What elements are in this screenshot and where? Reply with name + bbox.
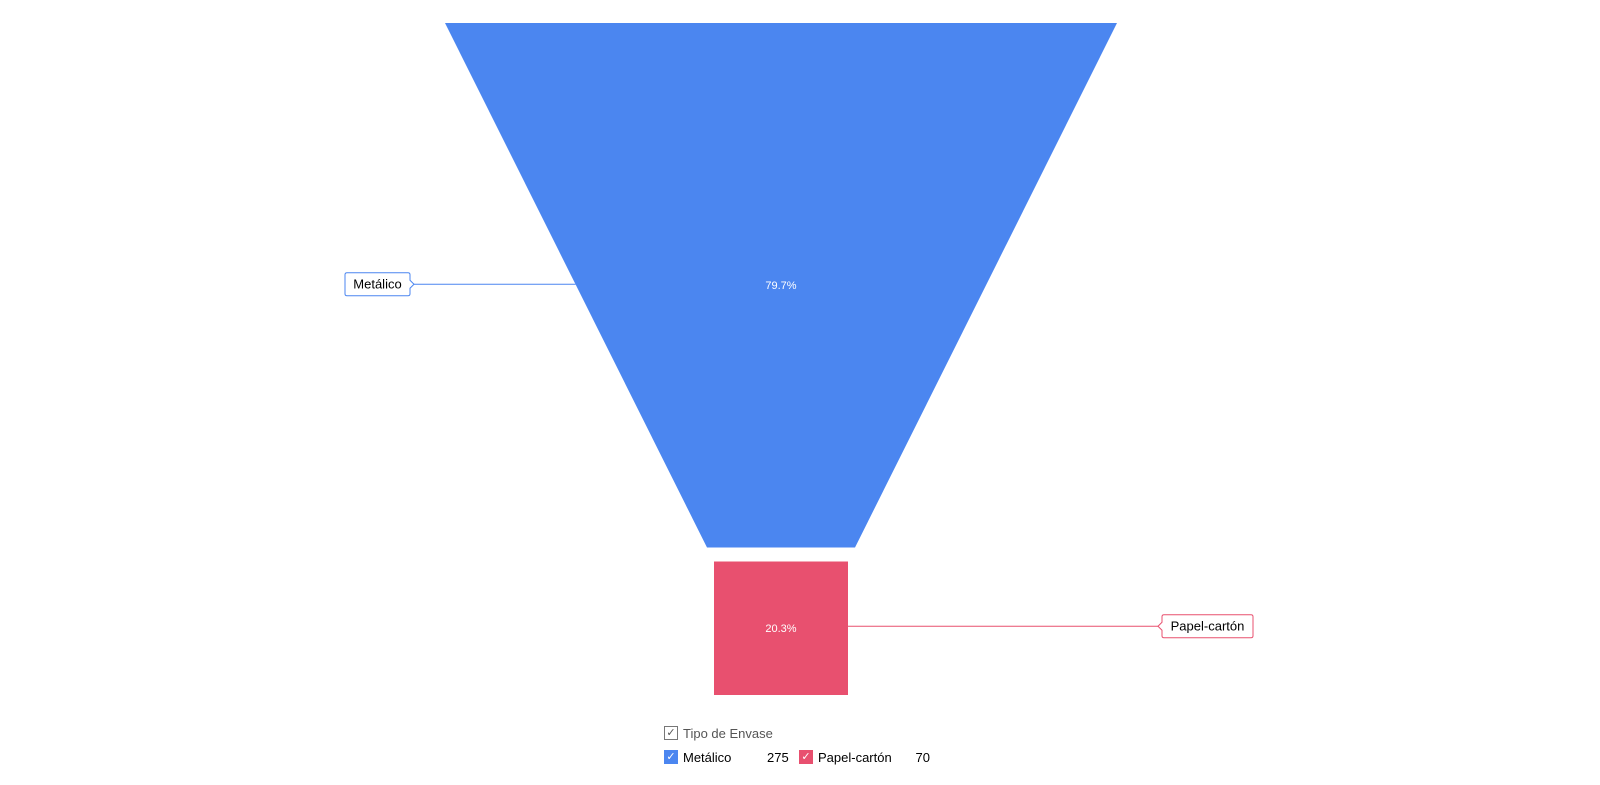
legend-label-papel-carton: Papel-cartón <box>818 749 892 765</box>
callout-box-papel-carton <box>1157 614 1254 639</box>
legend: ✓ Tipo de Envase ✓ Metálico 275 ✓ Papel-… <box>664 724 930 766</box>
legend-value-papel-carton: 70 <box>915 749 930 765</box>
legend-item-metalico[interactable]: ✓ Metálico 275 <box>664 749 789 765</box>
callout-label-papel-carton: Papel-cartón <box>1171 619 1245 634</box>
legend-item-papel-carton[interactable]: ✓ Papel-cartón 70 <box>799 750 930 765</box>
funnel-segment-metalico[interactable] <box>445 23 1117 548</box>
percent-label-metalico: 79.7% <box>765 280 796 292</box>
callout-metalico: Metálico <box>344 272 576 297</box>
callout-papel-carton: Papel-cartón <box>848 614 1254 639</box>
funnel-segment-papel-carton[interactable] <box>714 561 848 695</box>
percent-label-papel-carton: 20.3% <box>765 623 796 635</box>
legend-value-metalico: 275 <box>767 749 789 765</box>
legend-checkbox-papel-carton[interactable]: ✓ <box>799 750 813 764</box>
legend-title: Tipo de Envase <box>683 725 773 741</box>
legend-select-all-checkbox[interactable]: ✓ <box>664 726 678 740</box>
legend-label-metalico: Metálico <box>683 749 732 765</box>
legend-title-row[interactable]: ✓ Tipo de Envase <box>664 724 930 742</box>
legend-checkbox-metalico[interactable]: ✓ <box>664 750 678 764</box>
callout-box-metalico <box>344 272 415 297</box>
callout-label-metalico: Metálico <box>353 277 401 292</box>
legend-items: ✓ Metálico 275 ✓ Papel-cartón 70 <box>664 748 930 766</box>
